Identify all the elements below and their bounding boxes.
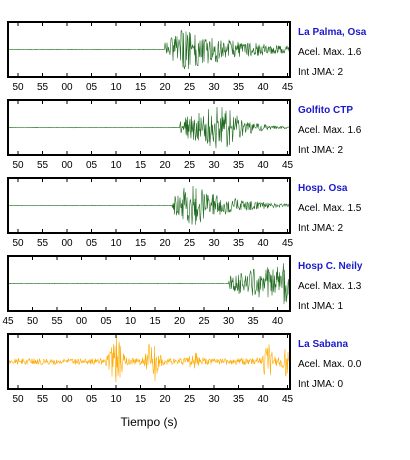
- x-tick-label: 40: [257, 82, 269, 93]
- x-tick-label: 45: [282, 394, 294, 405]
- x-tick-label: 00: [76, 316, 88, 327]
- x-tick-label: 20: [159, 238, 171, 249]
- jma-intensity-label: Int JMA: 0: [298, 379, 343, 390]
- x-tick-label: 25: [184, 238, 196, 249]
- waveform-trace: [8, 29, 290, 70]
- x-tick-label: 00: [61, 82, 73, 93]
- x-tick-label: 40: [257, 160, 269, 171]
- x-tick-label: 35: [247, 316, 259, 327]
- x-tick-label: 10: [110, 238, 122, 249]
- x-tick-label: 10: [125, 316, 137, 327]
- panel-1: 50 55 00 05 10 15 20 25 30 35 40 45 La Palma, Osa Ace…: [7, 21, 367, 93]
- jma-intensity-label: Int JMA: 2: [298, 145, 343, 156]
- x-tick-label: 25: [184, 82, 196, 93]
- x-tick-label: 20: [159, 394, 171, 405]
- x-tick-label: 50: [12, 394, 24, 405]
- station-name: La Sabana: [298, 339, 348, 350]
- panel-frame: [7, 99, 291, 156]
- station-name: La Palma, Osa: [298, 27, 367, 38]
- jma-intensity-label: Int JMA: 2: [298, 67, 343, 78]
- panel-4: 45 50 55 00 05 10 15 20 25 30 35 40 Hosp C. Neily Ace…: [2, 255, 363, 327]
- x-tick-label: 55: [37, 160, 49, 171]
- x-tick-label: 55: [37, 238, 49, 249]
- waveform-trace: [8, 263, 290, 305]
- x-tick-label: 35: [233, 394, 245, 405]
- panel-frame: [7, 21, 291, 78]
- x-tick-label: 10: [110, 82, 122, 93]
- x-tick-label: 55: [37, 394, 49, 405]
- max-acceleration-label: Acel. Max. 1.5: [298, 203, 362, 214]
- x-tick-label: 35: [233, 160, 245, 171]
- x-tick-label: 55: [37, 82, 49, 93]
- x-tick-label: 30: [208, 160, 220, 171]
- x-tick-label: 20: [159, 160, 171, 171]
- station-name: Golfito CTP: [298, 105, 353, 116]
- x-tick-label: 20: [174, 316, 186, 327]
- waveform-trace: [8, 106, 290, 149]
- x-tick-label: 05: [100, 316, 112, 327]
- panel-frame: [7, 255, 291, 312]
- panel-5: 50 55 00 05 10 15 20 25 30 35 40 45 La Sabana Acel. M…: [7, 333, 362, 405]
- max-acceleration-label: Acel. Max. 0.0: [298, 359, 362, 370]
- x-tick-label: 15: [135, 394, 147, 405]
- max-acceleration-label: Acel. Max. 1.6: [298, 125, 362, 136]
- x-tick-label: 30: [208, 394, 220, 405]
- x-tick-label: 15: [149, 316, 161, 327]
- x-tick-label: 25: [198, 316, 210, 327]
- panel-2: 50 55 00 05 10 15 20 25 30 35 40 45 Golfito CTP Acel.…: [7, 99, 362, 171]
- x-tick-label: 30: [223, 316, 235, 327]
- x-tick-label: 25: [184, 394, 196, 405]
- station-name: Hosp C. Neily: [298, 261, 363, 272]
- waveform-trace: [8, 336, 290, 383]
- x-tick-label: 40: [257, 394, 269, 405]
- panel-3: 50 55 00 05 10 15 20 25 30 35 40 45 Hosp. Osa Acel. M…: [7, 177, 362, 249]
- jma-intensity-label: Int JMA: 1: [298, 301, 343, 312]
- x-tick-label: 45: [2, 316, 14, 327]
- x-tick-label: 55: [51, 316, 63, 327]
- jma-intensity-label: Int JMA: 2: [298, 223, 343, 234]
- x-tick-label: 50: [12, 160, 24, 171]
- x-tick-label: 50: [12, 82, 24, 93]
- x-tick-label: 15: [135, 238, 147, 249]
- x-tick-label: 30: [208, 82, 220, 93]
- x-tick-label: 35: [233, 82, 245, 93]
- x-tick-label: 05: [86, 394, 98, 405]
- x-tick-label: 45: [282, 160, 294, 171]
- station-name: Hosp. Osa: [298, 183, 348, 194]
- x-tick-label: 40: [257, 238, 269, 249]
- max-acceleration-label: Acel. Max. 1.6: [298, 47, 362, 58]
- x-tick-label: 30: [208, 238, 220, 249]
- x-tick-label: 45: [282, 238, 294, 249]
- x-tick-label: 05: [86, 82, 98, 93]
- x-tick-label: 50: [12, 238, 24, 249]
- x-tick-label: 40: [272, 316, 284, 327]
- x-tick-label: 00: [61, 160, 73, 171]
- x-tick-label: 15: [135, 82, 147, 93]
- max-acceleration-label: Acel. Max. 1.3: [298, 281, 362, 292]
- x-tick-label: 50: [27, 316, 39, 327]
- x-tick-label: 45: [282, 82, 294, 93]
- waveform-trace: [8, 185, 290, 225]
- x-tick-label: 20: [159, 82, 171, 93]
- x-tick-label: 25: [184, 160, 196, 171]
- x-axis-title: Tiempo (s): [121, 415, 178, 429]
- x-tick-label: 05: [86, 160, 98, 171]
- x-tick-label: 00: [61, 238, 73, 249]
- x-tick-label: 35: [233, 238, 245, 249]
- x-tick-label: 10: [110, 394, 122, 405]
- x-tick-label: 05: [86, 238, 98, 249]
- x-tick-label: 00: [61, 394, 73, 405]
- x-tick-label: 10: [110, 160, 122, 171]
- panel-frame: [7, 177, 291, 234]
- x-tick-label: 15: [135, 160, 147, 171]
- panel-frame: [7, 333, 291, 390]
